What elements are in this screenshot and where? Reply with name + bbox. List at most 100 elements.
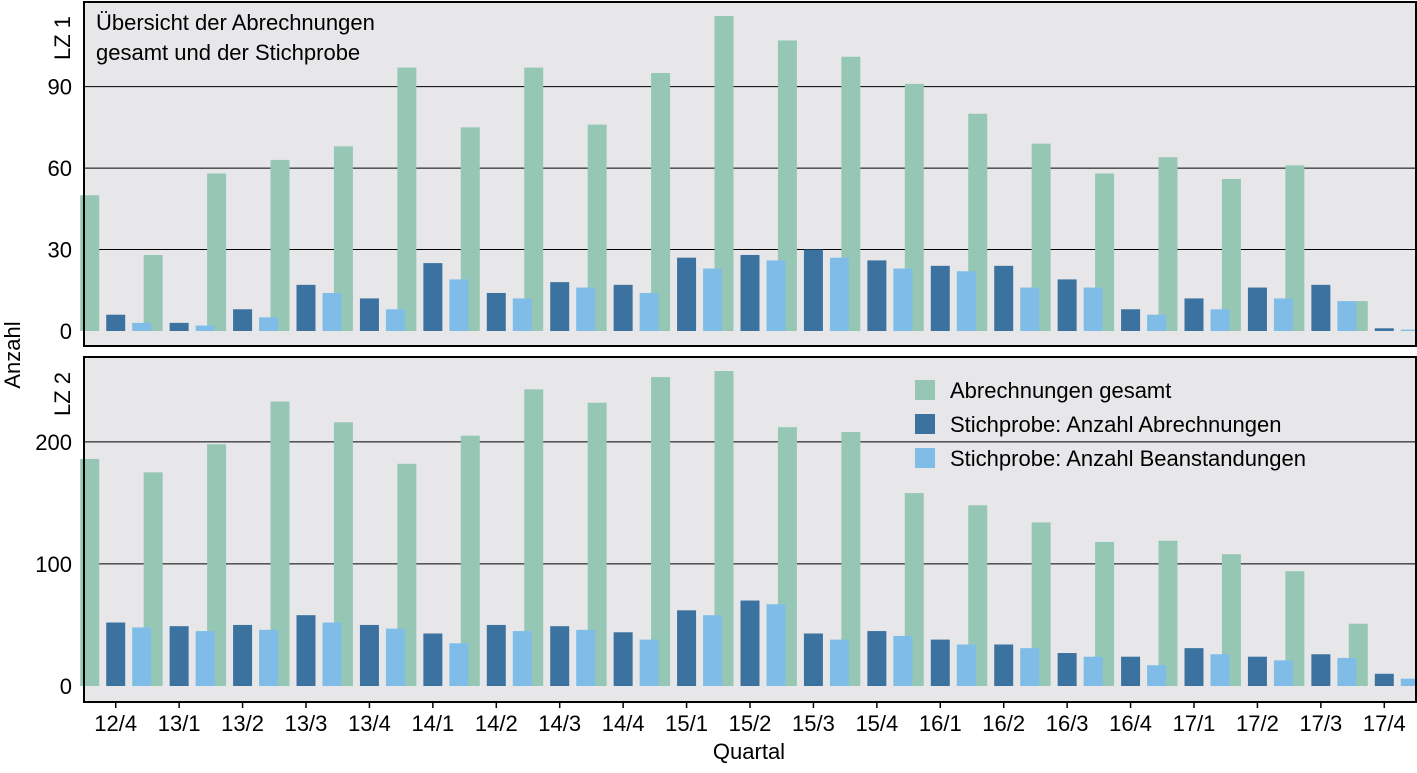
bar — [1121, 309, 1141, 331]
bar — [1221, 178, 1241, 331]
bar — [930, 639, 950, 686]
bar — [893, 268, 913, 331]
bar — [1083, 287, 1103, 331]
series-abrechnungen — [106, 249, 1394, 331]
bar — [968, 505, 988, 686]
bar — [1285, 571, 1305, 686]
bar — [385, 628, 405, 686]
bar — [1374, 328, 1394, 331]
panel-2: 0 100 200 LZ 2 — [35, 356, 1417, 703]
legend-label: Stichprobe: Anzahl Beanstandungen — [950, 446, 1306, 471]
bar — [486, 292, 506, 331]
bar — [106, 314, 126, 331]
bar — [1337, 657, 1357, 686]
bar — [740, 254, 760, 331]
bar — [703, 268, 723, 331]
bar — [893, 635, 913, 686]
series-beanstandungen — [132, 257, 1417, 331]
bar — [322, 622, 342, 686]
bar — [512, 298, 532, 331]
bar — [576, 287, 596, 331]
bar — [639, 639, 659, 686]
bar — [1247, 287, 1267, 331]
x-tick-label: 16/1 — [919, 711, 962, 736]
x-tick-label: 17/1 — [1173, 711, 1216, 736]
bar — [1184, 298, 1204, 331]
bar — [207, 173, 227, 331]
bar — [766, 604, 786, 686]
series-beanstandungen — [132, 604, 1417, 686]
bar — [132, 627, 152, 686]
legend-swatch — [915, 380, 935, 400]
series-gesamt — [80, 371, 1368, 686]
x-tick-label: 16/4 — [1109, 711, 1152, 736]
bar — [524, 389, 544, 686]
x-tick-label: 15/2 — [729, 711, 772, 736]
bar — [1147, 665, 1167, 686]
x-tick-label: 13/2 — [221, 711, 264, 736]
legend-swatch — [915, 448, 935, 468]
x-tick-label: 17/4 — [1363, 711, 1406, 736]
bar — [233, 624, 253, 686]
bar — [714, 16, 734, 331]
y-tick-label: 60 — [48, 156, 72, 181]
x-tick-label: 17/2 — [1236, 711, 1279, 736]
bar — [1020, 287, 1040, 331]
legend-label: Stichprobe: Anzahl Abrechnungen — [950, 412, 1281, 437]
bar — [385, 309, 405, 331]
x-tick-label: 14/1 — [411, 711, 454, 736]
legend-label: Abrechnungen gesamt — [950, 378, 1171, 403]
bar — [1121, 656, 1141, 686]
bar — [766, 260, 786, 331]
bar — [132, 322, 152, 331]
bar — [296, 615, 316, 686]
bar — [1400, 329, 1417, 331]
bar — [169, 322, 189, 331]
x-tick-label: 13/1 — [158, 711, 201, 736]
bar — [270, 159, 290, 331]
y-tick-label: 100 — [35, 552, 72, 577]
bar — [651, 377, 671, 686]
bar — [259, 317, 279, 331]
x-axis-label: Quartal — [713, 739, 785, 764]
bar — [1273, 660, 1293, 686]
y-tick-label: 0 — [60, 319, 72, 344]
bar — [777, 40, 797, 331]
panel-label: LZ 2 — [50, 372, 75, 416]
bar — [639, 292, 659, 331]
bar — [576, 629, 596, 686]
panel-frame — [83, 1, 1417, 347]
bar — [740, 600, 760, 686]
bar — [1057, 279, 1077, 331]
bar — [359, 298, 379, 331]
bar — [1210, 309, 1230, 331]
legend-swatch — [915, 414, 935, 434]
bar — [651, 73, 671, 331]
bar — [449, 643, 469, 686]
bar — [994, 644, 1014, 686]
bar — [270, 401, 290, 686]
bar — [423, 263, 443, 331]
bar — [1311, 654, 1331, 686]
bar — [1095, 541, 1115, 686]
x-tick-label: 14/2 — [475, 711, 518, 736]
bar — [1210, 654, 1230, 686]
bar — [486, 624, 506, 686]
bar — [207, 444, 227, 686]
y-axis-label: Anzahl — [0, 321, 25, 388]
bar — [1374, 673, 1394, 686]
chart-title-line-1: Übersicht der Abrechnungen — [96, 10, 375, 35]
y-tick-label: 90 — [48, 75, 72, 100]
bar — [195, 631, 215, 686]
x-tick-label: 15/1 — [665, 711, 708, 736]
x-tick-label: 12/4 — [94, 711, 137, 736]
bar — [587, 402, 607, 686]
bar — [829, 257, 849, 331]
bar — [233, 309, 253, 331]
bar — [550, 626, 570, 686]
x-tick-label: 13/3 — [285, 711, 328, 736]
bar — [587, 124, 607, 331]
bar — [322, 292, 342, 331]
bar — [1285, 165, 1305, 331]
bar — [867, 631, 887, 686]
